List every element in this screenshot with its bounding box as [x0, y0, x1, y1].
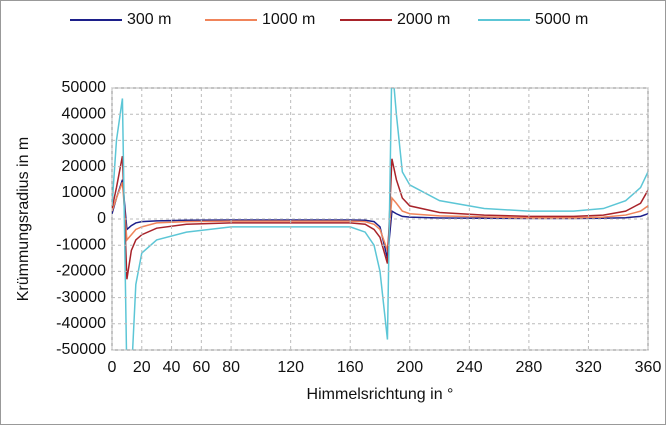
y-tick-label: 20000	[62, 158, 107, 175]
x-axis-label: Himmelsrichtung in °	[307, 386, 454, 403]
legend-label: 5000 m	[535, 11, 588, 28]
x-tick-label: 40	[163, 359, 181, 376]
y-tick-label: -50000	[56, 341, 106, 358]
y-tick-label: 50000	[62, 79, 107, 96]
series-line	[112, 179, 648, 259]
x-tick-label: 60	[192, 359, 210, 376]
x-tick-label: 80	[222, 359, 240, 376]
y-tick-label: 40000	[62, 105, 107, 122]
legend-label: 1000 m	[262, 11, 315, 28]
x-tick-label: 240	[456, 359, 483, 376]
series-line	[112, 182, 648, 251]
y-tick-label: -20000	[56, 263, 106, 280]
series-line	[112, 88, 648, 350]
series-line	[112, 155, 648, 280]
y-tick-label: -10000	[56, 236, 106, 253]
x-tick-label: 20	[133, 359, 151, 376]
y-tick-label: 0	[97, 210, 106, 227]
x-tick-label: 200	[396, 359, 423, 376]
x-tick-label: 120	[277, 359, 304, 376]
x-tick-label: 360	[635, 359, 662, 376]
y-tick-label: 10000	[62, 184, 107, 201]
legend-label: 300 m	[127, 11, 171, 28]
legend-label: 2000 m	[397, 11, 450, 28]
x-tick-label: 280	[516, 359, 543, 376]
y-axis-label: Krümmungsradius in m	[15, 137, 32, 302]
y-tick-label: 30000	[62, 132, 107, 149]
x-tick-label: 320	[575, 359, 602, 376]
lines	[112, 88, 648, 350]
x-tick-label: 160	[337, 359, 364, 376]
y-tick-label: -30000	[56, 289, 106, 306]
y-tick-label: -40000	[56, 315, 106, 332]
x-tick-label: 0	[108, 359, 117, 376]
